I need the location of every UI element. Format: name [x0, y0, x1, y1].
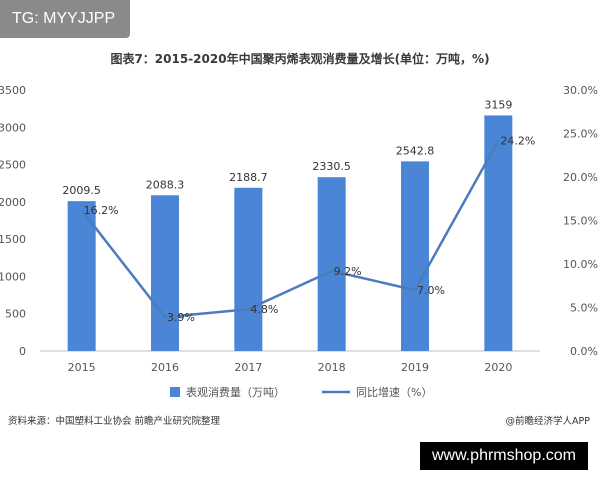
left-tick-label: 3500 [0, 84, 26, 97]
line-value-label: 24.2% [500, 134, 535, 147]
bar-value-labels: 2009.5 2088.3 2188.7 2330.5 2542.8 3159 [62, 98, 512, 197]
x-tick-labels: 2015 2016 2017 2018 2019 2020 [68, 361, 513, 374]
source-note: 资料来源：中国塑料工业协会 前瞻产业研究院整理 [8, 416, 221, 427]
legend-label-line: 同比增速（%） [356, 385, 432, 399]
x-tick-label: 2015 [68, 361, 96, 374]
bar-2019 [401, 161, 429, 351]
bar-value-label: 2009.5 [62, 184, 101, 197]
bar-value-label: 3159 [484, 98, 512, 111]
right-tick-label: 30.0% [563, 84, 598, 97]
right-tick-label: 20.0% [563, 171, 598, 184]
left-tick-label: 1000 [0, 270, 26, 283]
growth-line [80, 139, 500, 319]
line-value-label: 3.9% [167, 311, 195, 324]
x-tick-label: 2020 [484, 361, 512, 374]
x-tick-label: 2016 [151, 361, 179, 374]
bar-2018 [317, 177, 346, 351]
line-value-label: 9.2% [334, 265, 362, 278]
legend-label-bar: 表观消费量（万吨） [186, 385, 285, 399]
bar-2017 [234, 187, 263, 351]
line-value-labels: 16.2% 3.9% 4.8% 9.2% 7.0% 24.2% [84, 134, 536, 324]
bar-2015 [67, 201, 96, 351]
x-tick-label: 2018 [318, 361, 346, 374]
left-tick-label: 3000 [0, 121, 26, 134]
line-value-label: 7.0% [417, 284, 445, 297]
website-banner: www.phrmshop.com [419, 442, 588, 470]
right-tick-label: 15.0% [563, 215, 598, 228]
left-tick-label: 500 [5, 308, 26, 321]
overlay-tag: TG: MYYJJPP [0, 0, 130, 38]
right-axis: 0.0% 5.0% 10.0% 15.0% 20.0% 25.0% 30.0% [563, 84, 598, 358]
left-tick-label: 2500 [0, 159, 26, 172]
right-tick-label: 5.0% [570, 302, 598, 315]
left-tick-label: 1500 [0, 233, 26, 246]
bar-2016 [151, 195, 179, 351]
bar-series [67, 115, 513, 351]
x-tick-label: 2019 [401, 361, 429, 374]
line-value-label: 4.8% [250, 303, 278, 316]
left-axis: 0 500 1000 1500 2000 2500 3000 3500 [0, 84, 26, 358]
bar-value-label: 2542.8 [396, 144, 435, 157]
left-tick-label: 0 [19, 345, 26, 358]
bar-2020 [484, 115, 513, 351]
bar-value-label: 2088.3 [146, 178, 185, 191]
legend-swatch-bar [170, 387, 180, 397]
x-tick-label: 2017 [234, 361, 262, 374]
line-value-label: 16.2% [84, 204, 119, 217]
right-tick-label: 25.0% [563, 128, 598, 141]
credit-note: @前瞻经济学人APP [505, 416, 590, 427]
line-series [80, 139, 500, 319]
right-tick-label: 0.0% [570, 345, 598, 358]
legend: 表观消费量（万吨） 同比增速（%） [170, 385, 432, 399]
left-tick-label: 2000 [0, 196, 26, 209]
bar-value-label: 2188.7 [229, 171, 268, 184]
bar-value-label: 2330.5 [312, 160, 351, 173]
chart-title: 图表7：2015-2020年中国聚丙烯表观消费量及增长(单位：万吨，%) [110, 52, 490, 66]
right-tick-label: 10.0% [563, 258, 598, 271]
